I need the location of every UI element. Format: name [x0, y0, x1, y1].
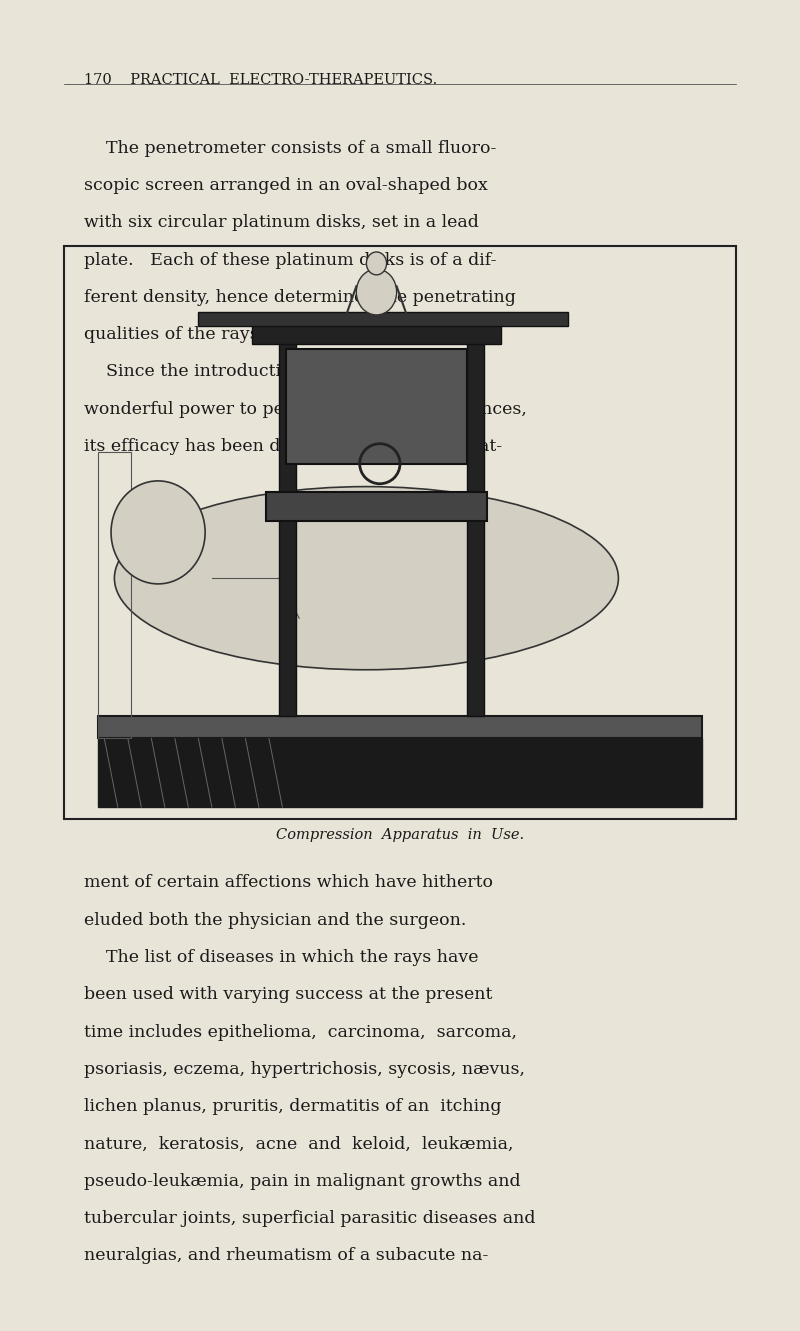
Text: been used with varying success at the present: been used with varying success at the pr…: [84, 986, 492, 1004]
Text: lichen planus, pruritis, dermatitis of an  itching: lichen planus, pruritis, dermatitis of a…: [84, 1098, 502, 1115]
Text: time includes epithelioma,  carcinoma,  sarcoma,: time includes epithelioma, carcinoma, sa…: [84, 1024, 517, 1041]
Text: ment of certain affections which have hitherto: ment of certain affections which have hi…: [84, 874, 493, 892]
FancyBboxPatch shape: [64, 246, 736, 819]
Text: plate.   Each of these platinum disks is of a dif-: plate. Each of these platinum disks is o…: [84, 252, 497, 269]
Text: ferent density, hence determines the penetrating: ferent density, hence determines the pen…: [84, 289, 516, 306]
Text: psoriasis, eczema, hypertrichosis, sycosis, nævus,: psoriasis, eczema, hypertrichosis, sycos…: [84, 1061, 525, 1078]
Text: eluded both the physician and the surgeon.: eluded both the physician and the surgeo…: [84, 912, 466, 929]
Text: qualities of the rays.: qualities of the rays.: [84, 326, 264, 343]
Text: pseudo-leukæmia, pain in malignant growths and: pseudo-leukæmia, pain in malignant growt…: [84, 1173, 521, 1190]
Text: Since the introduction of the X-ray and its: Since the introduction of the X-ray and …: [84, 363, 476, 381]
Text: scopic screen arranged in an oval-shaped box: scopic screen arranged in an oval-shaped…: [84, 177, 488, 194]
Text: The penetrometer consists of a small fluoro-: The penetrometer consists of a small flu…: [84, 140, 496, 157]
Text: tubercular joints, superficial parasitic diseases and: tubercular joints, superficial parasitic…: [84, 1210, 535, 1227]
Text: 170    PRACTICAL  ELECTRO-THERAPEUTICS.: 170 PRACTICAL ELECTRO-THERAPEUTICS.: [84, 73, 438, 88]
Text: neuralgias, and rheumatism of a subacute na-: neuralgias, and rheumatism of a subacute…: [84, 1247, 488, 1264]
Text: its efficacy has been demonstrated in the treat-: its efficacy has been demonstrated in th…: [84, 438, 502, 455]
Text: The list of diseases in which the rays have: The list of diseases in which the rays h…: [84, 949, 478, 966]
Text: with six circular platinum disks, set in a lead: with six circular platinum disks, set in…: [84, 214, 479, 232]
Text: nature,  keratosis,  acne  and  keloid,  leukæmia,: nature, keratosis, acne and keloid, leuk…: [84, 1135, 514, 1153]
Text: Compression  Apparatus  in  Use.: Compression Apparatus in Use.: [276, 828, 524, 843]
Text: wonderful power to penetrate opaque substances,: wonderful power to penetrate opaque subs…: [84, 401, 527, 418]
